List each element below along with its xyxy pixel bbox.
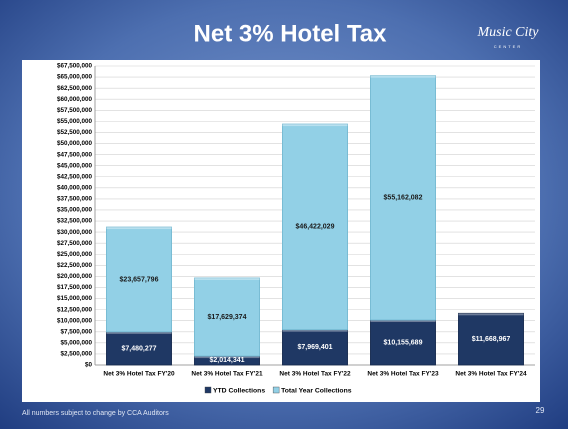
bar-segment [282,329,348,366]
legend-label: Total Year Collections [281,387,352,394]
bar-top-highlight [106,331,172,334]
logo-subtext: CENTER [494,44,522,49]
value-label: $23,657,796 [120,276,159,283]
bar-top-highlight [370,75,436,78]
y-tick-label: $57,500,000 [57,107,93,114]
y-tick-label: $22,500,000 [57,262,93,269]
value-label: $55,162,082 [384,195,423,202]
y-tick-label: $12,500,000 [57,306,93,313]
legend-label: YTD Collections [213,387,265,394]
y-tick-label: $25,000,000 [57,251,93,258]
bar-top-highlight [106,227,172,230]
value-label: $17,629,374 [208,314,247,321]
slide-title: Net 3% Hotel Tax [194,20,388,47]
y-tick-label: $67,500,000 [57,63,93,70]
label-box [289,220,341,233]
x-tick-label: Net 3% Hotel Tax FY'23 [367,371,439,378]
label-box [113,273,165,286]
value-label: $46,422,029 [296,224,335,231]
bar-top-highlight [282,329,348,332]
y-tick-label: $32,500,000 [57,218,93,225]
logo-text: Music City [476,25,539,40]
value-label: $11,668,967 [472,336,511,343]
y-tick-label: $42,500,000 [57,173,93,180]
label-box [377,191,429,204]
bar-top-highlight [370,320,436,323]
y-tick-label: $17,500,000 [57,284,93,291]
bar-top-highlight [458,313,524,316]
value-label: $10,155,689 [384,339,423,346]
y-tick-label: $50,000,000 [57,140,93,147]
y-tick-label: $20,000,000 [57,273,93,280]
y-tick-label: $62,500,000 [57,85,93,92]
y-tick-label: $45,000,000 [57,162,93,169]
y-tick-label: $5,000,000 [60,340,92,347]
bar-segment [370,319,436,366]
bar-top-highlight [194,277,260,280]
y-tick-label: $55,000,000 [57,118,93,125]
bar-top-highlight [282,124,348,127]
y-tick-label: $60,000,000 [57,96,93,103]
y-tick-label: $65,000,000 [57,74,93,81]
y-tick-label: $47,500,000 [57,151,93,158]
legend-swatch [272,386,280,394]
y-tick-label: $52,500,000 [57,129,93,136]
y-tick-label: $7,500,000 [60,328,92,335]
bar-segment [106,331,172,366]
value-label: $7,969,401 [297,344,332,351]
y-tick-label: $10,000,000 [57,317,93,324]
x-tick-label: Net 3% Hotel Tax FY'24 [455,371,527,378]
legend-swatch [204,386,212,394]
x-tick-label: Net 3% Hotel Tax FY'22 [279,371,351,378]
y-tick-label: $30,000,000 [57,229,93,236]
y-tick-label: $0 [85,362,93,369]
y-tick-label: $35,000,000 [57,207,93,214]
x-tick-label: Net 3% Hotel Tax FY'21 [191,371,263,378]
bar-top-highlight [194,356,260,359]
value-label: $7,480,277 [121,345,156,352]
page-number: 29 [536,406,545,415]
y-tick-label: $15,000,000 [57,295,93,302]
chart: $0 $2,500,000 $5,000,000 $7,500,000 $10,000,… [57,63,535,394]
x-tick-label: Net 3% Hotel Tax FY'20 [103,371,175,378]
footer-note: All numbers subject to change by CCA Aud… [22,410,169,417]
label-box [201,311,253,324]
y-tick-label: $27,500,000 [57,240,93,247]
y-tick-label: $40,000,000 [57,184,93,191]
bar-segment [458,312,524,366]
y-tick-label: $37,500,000 [57,196,93,203]
value-label: $2,014,341 [209,357,244,364]
y-tick-label: $2,500,000 [60,351,92,358]
